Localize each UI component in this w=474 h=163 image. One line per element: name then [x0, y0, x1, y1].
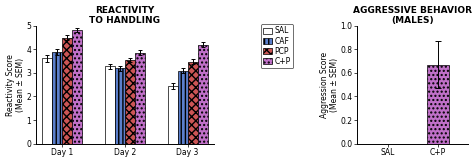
Title: REACTIVITY
TO HANDLING: REACTIVITY TO HANDLING [90, 6, 161, 25]
Bar [73, 30, 82, 144]
Bar [135, 53, 145, 144]
Bar [198, 45, 208, 144]
Bar [188, 62, 198, 144]
Bar [42, 58, 52, 144]
Bar [52, 52, 63, 144]
Bar [125, 60, 135, 144]
Bar [115, 68, 125, 144]
Bar [427, 65, 449, 144]
Legend: SAL, CAF, PCP, C+P: SAL, CAF, PCP, C+P [261, 24, 293, 68]
Bar [63, 37, 73, 144]
Bar [168, 86, 178, 144]
Y-axis label: Aggression Score
(Mean ± SEM): Aggression Score (Mean ± SEM) [319, 52, 339, 118]
Title: AGGRESSIVE BEHAVIOR
(MALES): AGGRESSIVE BEHAVIOR (MALES) [354, 6, 473, 25]
Y-axis label: Reactivity Score
(Mean ± SEM): Reactivity Score (Mean ± SEM) [6, 54, 25, 116]
Bar [105, 66, 115, 144]
Bar [178, 71, 188, 144]
